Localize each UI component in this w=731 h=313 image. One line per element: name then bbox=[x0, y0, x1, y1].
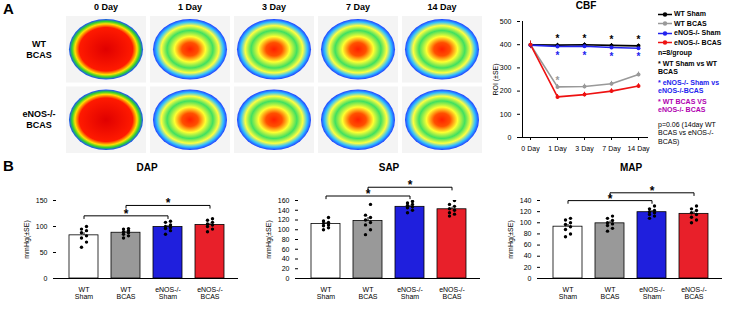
svg-text:1 Day: 1 Day bbox=[548, 145, 567, 153]
svg-text:160: 160 bbox=[278, 197, 290, 204]
html-text:* WT BCAS VS eNOS-/- BCAS: * WT BCAS VS eNOS-/- BCAS bbox=[658, 97, 707, 113]
svg-text:14 Day: 14 Day bbox=[427, 2, 456, 12]
svg-text:*: * bbox=[583, 50, 587, 61]
svg-text:20: 20 bbox=[282, 265, 290, 272]
html-text:eNOS-/- BCAS: eNOS-/- BCAS bbox=[674, 38, 722, 46]
html-text:n=8/group: n=8/group bbox=[658, 49, 692, 56]
svg-text:eNOS-/-BCAS: eNOS-/-BCAS bbox=[439, 286, 465, 300]
html-text:A: A bbox=[3, 0, 14, 17]
svg-text:WT: WT bbox=[32, 39, 46, 49]
svg-text:0 Day: 0 Day bbox=[521, 145, 540, 153]
svg-text:mmHg(±SE): mmHg(±SE) bbox=[265, 220, 273, 258]
svg-text:40: 40 bbox=[524, 252, 532, 259]
html-text:SAP: SAP bbox=[378, 162, 400, 173]
svg-text:20: 20 bbox=[524, 264, 532, 271]
svg-text:100: 100 bbox=[500, 111, 512, 118]
svg-text:WTSham: WTSham bbox=[317, 286, 335, 300]
html-text:* WT Sham vs WT BCAS: * WT Sham vs WT BCAS bbox=[658, 59, 718, 75]
svg-text:WTBCAS: WTBCAS bbox=[600, 286, 619, 300]
html-text:DAP: DAP bbox=[136, 162, 158, 173]
svg-text:400: 400 bbox=[500, 41, 512, 48]
svg-text:eNOS-/-BCAS: eNOS-/-BCAS bbox=[681, 286, 707, 300]
svg-text:80: 80 bbox=[524, 230, 532, 237]
svg-text:BCAS: BCAS bbox=[26, 120, 52, 130]
svg-text:WTSham: WTSham bbox=[559, 286, 577, 300]
svg-text:60: 60 bbox=[282, 245, 290, 252]
svg-text:0: 0 bbox=[286, 275, 290, 282]
svg-text:150: 150 bbox=[36, 197, 48, 204]
svg-text:100: 100 bbox=[278, 226, 290, 233]
svg-text:14 Day: 14 Day bbox=[627, 145, 650, 153]
html-text:B: B bbox=[3, 157, 14, 174]
svg-text:40: 40 bbox=[282, 255, 290, 262]
svg-text:eNOS-/-: eNOS-/- bbox=[22, 109, 55, 119]
svg-text:mmHg(±SE): mmHg(±SE) bbox=[507, 220, 515, 258]
svg-text:*: * bbox=[124, 207, 129, 221]
svg-text:7 Day: 7 Day bbox=[602, 145, 621, 153]
html-text:CBF: CBF bbox=[575, 0, 597, 11]
svg-text:80: 80 bbox=[282, 236, 290, 243]
html-text:* eNOS-/- Sham vs eNOS-/-BCAS: * eNOS-/- Sham vs eNOS-/-BCAS bbox=[658, 78, 720, 94]
svg-text:WTBCAS: WTBCAS bbox=[116, 286, 135, 300]
svg-text:100: 100 bbox=[36, 223, 48, 230]
svg-text:120: 120 bbox=[278, 216, 290, 223]
html-text:eNOS-/- Sham: eNOS-/- Sham bbox=[674, 29, 721, 36]
svg-text:*: * bbox=[650, 184, 655, 198]
svg-text:BCAS: BCAS bbox=[26, 50, 52, 60]
svg-text:mmHg(±SE): mmHg(±SE) bbox=[23, 220, 31, 258]
svg-text:*: * bbox=[583, 33, 587, 44]
svg-text:eNOS-/-Sham: eNOS-/-Sham bbox=[639, 286, 665, 300]
svg-text:7 Day: 7 Day bbox=[346, 2, 370, 12]
svg-text:140: 140 bbox=[520, 197, 532, 204]
svg-text:*: * bbox=[637, 34, 641, 45]
svg-text:0: 0 bbox=[44, 275, 48, 282]
svg-text:*: * bbox=[610, 34, 614, 45]
svg-text:100: 100 bbox=[520, 219, 532, 226]
html-text:WT BCAS: WT BCAS bbox=[674, 19, 707, 27]
svg-text:3 Day: 3 Day bbox=[262, 2, 286, 12]
svg-text:*: * bbox=[556, 50, 560, 61]
svg-text:ROI (±SE): ROI (±SE) bbox=[492, 63, 500, 95]
svg-text:50: 50 bbox=[40, 249, 48, 256]
svg-text:200: 200 bbox=[500, 87, 512, 94]
svg-text:*: * bbox=[556, 33, 560, 44]
svg-text:300: 300 bbox=[500, 64, 512, 71]
svg-text:eNOS-/-BCAS: eNOS-/-BCAS bbox=[197, 286, 223, 300]
svg-text:eNOS-/-Sham: eNOS-/-Sham bbox=[397, 286, 423, 300]
svg-text:*: * bbox=[166, 196, 171, 210]
svg-text:140: 140 bbox=[278, 206, 290, 213]
html-text:WT Sham: WT Sham bbox=[674, 10, 706, 17]
svg-text:3 Day: 3 Day bbox=[575, 145, 594, 153]
svg-text:500: 500 bbox=[500, 18, 512, 25]
svg-text:120: 120 bbox=[520, 208, 532, 215]
svg-text:*: * bbox=[610, 51, 614, 62]
svg-text:1 Day: 1 Day bbox=[178, 2, 202, 12]
svg-text:0: 0 bbox=[528, 275, 532, 282]
html-text:MAP: MAP bbox=[619, 162, 643, 173]
svg-text:0 Day: 0 Day bbox=[94, 2, 118, 12]
svg-text:WTSham: WTSham bbox=[75, 286, 93, 300]
html-text:p=0.06 (14day WT BCAS vs eNOS-: p=0.06 (14day WT BCAS vs eNOS-/-BCAS) bbox=[658, 120, 716, 145]
svg-text:60: 60 bbox=[524, 241, 532, 248]
svg-text:*: * bbox=[637, 51, 641, 62]
svg-text:eNOS-/-Sham: eNOS-/-Sham bbox=[155, 286, 181, 300]
svg-text:*: * bbox=[408, 178, 413, 192]
svg-text:0: 0 bbox=[508, 134, 512, 141]
svg-text:*: * bbox=[556, 75, 560, 86]
svg-text:WTBCAS: WTBCAS bbox=[358, 286, 377, 300]
